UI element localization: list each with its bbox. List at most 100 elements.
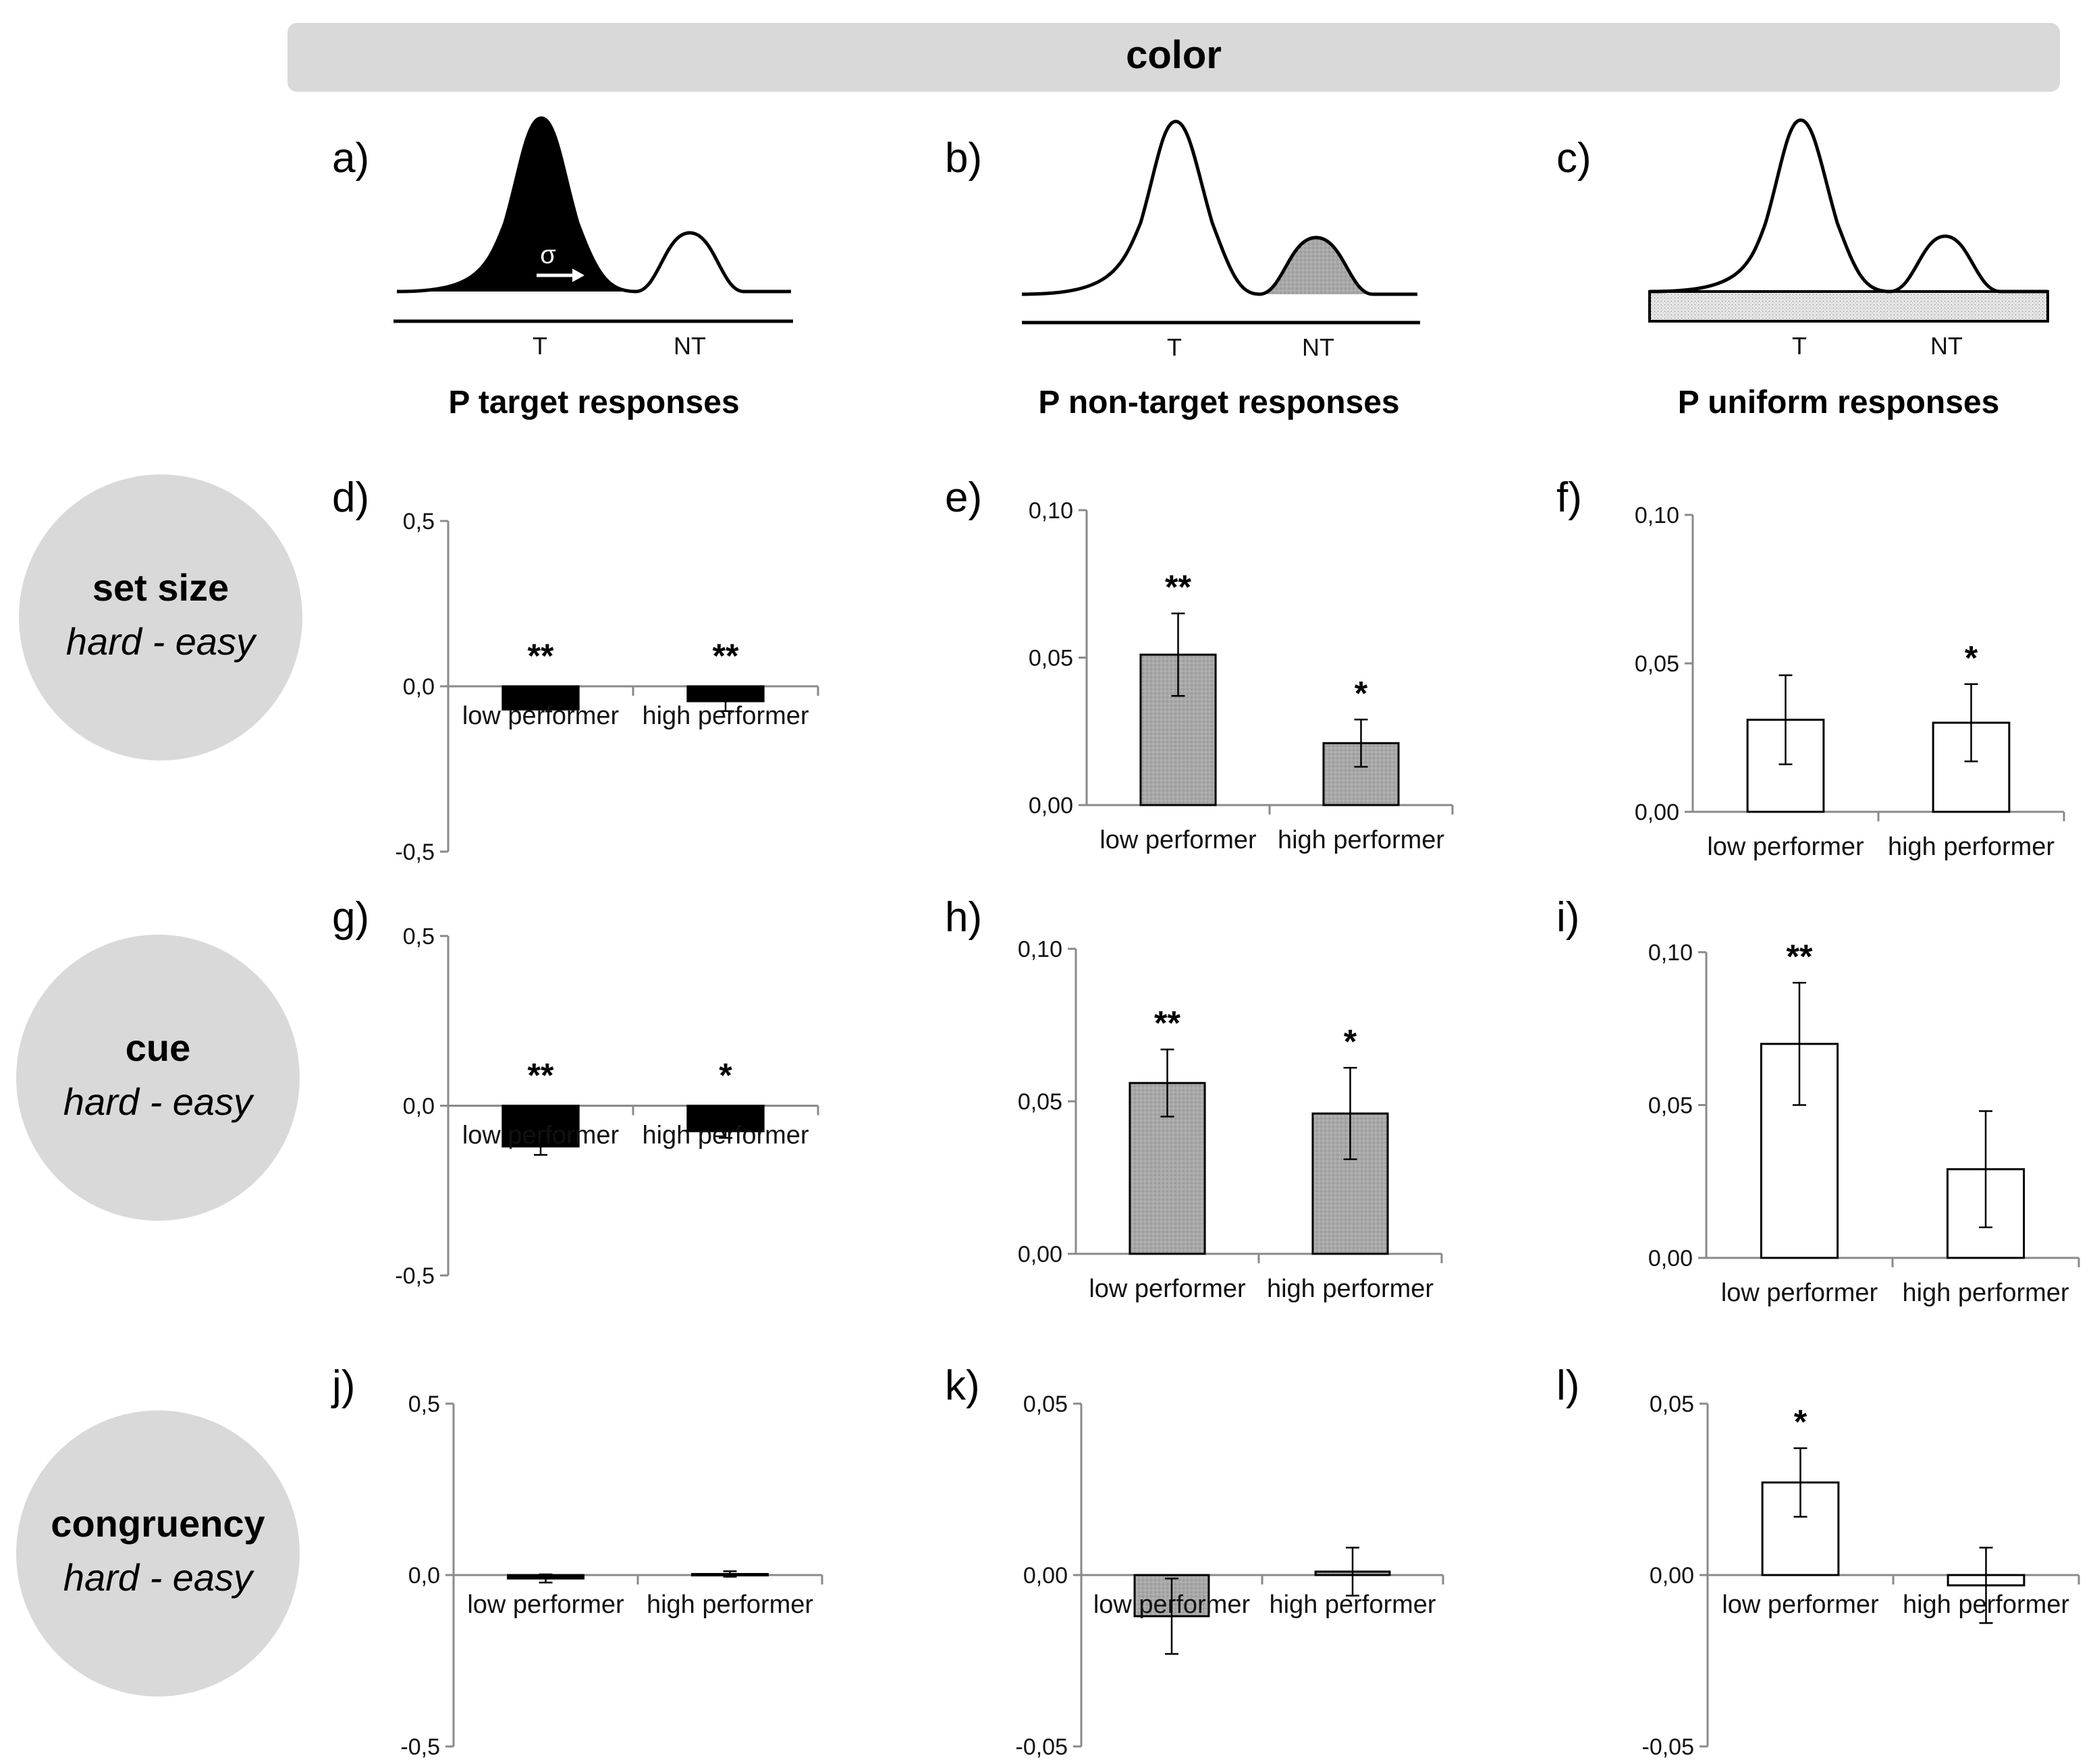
panel-letter: h) (945, 894, 982, 941)
y-tick-label: -0,5 (395, 839, 435, 865)
category-label: high performer (1269, 1591, 1436, 1619)
distribution-curve (1021, 119, 1417, 296)
distribution-caption: P target responses (448, 385, 739, 420)
bar-low-performer (501, 685, 580, 711)
chart-panel-k: k) 0,05 0,00 -0,05 low performer high perform… (945, 1362, 1444, 1760)
y-tick-label: 0,10 (1648, 940, 1693, 966)
category-label: low performer (1707, 833, 1864, 861)
chart-panel-e: e) 0,10 0,05 0,00 ** low performer * high perfo… (945, 474, 1454, 854)
category-label: high performer (642, 702, 809, 730)
y-tick-label: 0,05 (1650, 1391, 1694, 1417)
significance-marker: * (719, 1057, 732, 1095)
distribution-caption: P uniform responses (1678, 385, 2000, 420)
t-label: T (1167, 333, 1182, 361)
chart-panel-f: f) 0,10 0,05 0,00 low performer * high perform… (1556, 474, 2065, 861)
nt-label: NT (674, 332, 706, 360)
category-label: high performer (1903, 1591, 2069, 1619)
row-circle (16, 935, 300, 1221)
y-tick-label: 0,00 (1635, 800, 1679, 825)
category-label: high performer (642, 1122, 809, 1150)
row-label-main: congruency (51, 1502, 265, 1545)
y-tick-label: -0,05 (1016, 1734, 1068, 1760)
significance-marker: * (1344, 1022, 1357, 1060)
y-tick-label: 0,05 (1029, 646, 1073, 671)
row-circle (19, 474, 302, 761)
chart-panel-g: g) 0,5 0,0 -0,5 ** low performer * high perform… (332, 894, 819, 1289)
significance-marker: ** (1154, 1004, 1180, 1042)
category-label: high performer (1902, 1279, 2069, 1307)
header-bar: color (288, 23, 2060, 92)
category-label: high performer (1278, 826, 1444, 854)
distribution-panel-target: a) σ T NT P target responses (332, 116, 793, 420)
y-tick-label: 0,05 (1018, 1089, 1062, 1115)
distribution-panel-uniform: c) T NT P uniform responses (1556, 118, 2049, 420)
distribution-curve (1649, 118, 2048, 294)
significance-marker: ** (528, 1057, 554, 1095)
y-tick-label: 0,05 (1648, 1093, 1693, 1119)
sigma-label: σ (540, 241, 555, 269)
bar-charts: d)0,50,0-0,5**low performer**high perfor… (331, 474, 2080, 1760)
row-label-sub: hard - easy (63, 1556, 254, 1599)
y-tick-label: 0,00 (1029, 793, 1073, 819)
sigma-arrowhead-icon (572, 269, 585, 282)
y-tick-label: 0,0 (408, 1563, 440, 1589)
y-tick-label: 0,10 (1029, 498, 1073, 524)
y-tick-label: -0,5 (395, 1263, 435, 1289)
distribution-panel-nontarget: b) T NT P non-target responses (945, 119, 1420, 420)
panel-letter: k) (945, 1362, 980, 1409)
t-label: T (533, 332, 547, 360)
significance-marker: ** (713, 637, 739, 675)
chart-panel-l: l) 0,05 0,00 -0,05 * low performer high perfor… (1556, 1362, 2080, 1760)
distribution-caption: P non-target responses (1038, 385, 1399, 420)
panel-letter: d) (332, 474, 369, 521)
y-tick-label: 0,5 (403, 924, 435, 949)
row-label-main: cue (126, 1026, 191, 1069)
y-tick-label: 0,05 (1023, 1391, 1068, 1417)
category-label: low performer (1099, 826, 1257, 854)
y-tick-label: 0,00 (1018, 1242, 1062, 1267)
row-label-sub: hard - easy (66, 620, 257, 663)
uniform-area-fill (1648, 290, 2049, 323)
chart-panel-d: d) 0,5 0,0 -0,5 ** low performer ** high perfor… (332, 474, 819, 865)
category-label: high performer (1888, 833, 2055, 861)
y-tick-label: 0,0 (403, 1094, 435, 1120)
row-label-sub: hard - easy (63, 1080, 254, 1123)
y-tick-label: 0,05 (1635, 651, 1679, 677)
header-background (288, 23, 2060, 92)
panel-letter: i) (1556, 894, 1579, 941)
category-label: low performer (1089, 1275, 1246, 1303)
panel-letter: l) (1556, 1362, 1579, 1409)
distribution-curve (396, 116, 791, 294)
y-tick-label: -0,05 (1642, 1734, 1695, 1760)
chart-panel-i: i) 0,10 0,05 0,00 ** low performer high perfor… (1556, 894, 2080, 1307)
category-label: high performer (1267, 1275, 1434, 1303)
category-label: low performer (467, 1591, 624, 1619)
category-label: low performer (462, 702, 620, 730)
category-label: low performer (462, 1122, 620, 1150)
significance-marker: ** (1165, 568, 1191, 606)
y-tick-label: 0,5 (403, 509, 435, 534)
chart-panel-h: h) 0,10 0,05 0,00 ** low performer * high perfo… (945, 894, 1443, 1303)
row-label-congruency: congruency hard - easy (16, 1410, 300, 1697)
y-tick-label: -0,5 (400, 1734, 440, 1760)
header-title: color (1126, 33, 1222, 77)
target-area-fill (397, 118, 636, 292)
category-label: low performer (1721, 1279, 1878, 1307)
y-tick-label: 0,5 (408, 1391, 440, 1417)
panel-letter: j) (331, 1362, 355, 1409)
significance-marker: ** (528, 637, 554, 675)
panel-letter: b) (945, 135, 982, 182)
row-label-cue: cue hard - easy (16, 935, 300, 1221)
row-circle (16, 1410, 300, 1697)
y-tick-label: 0,00 (1648, 1246, 1693, 1271)
panel-letter: g) (332, 894, 369, 941)
y-tick-label: 0,0 (403, 674, 435, 700)
nt-label: NT (1930, 332, 1963, 360)
y-tick-label: 0,00 (1650, 1563, 1694, 1589)
y-tick-label: 0,10 (1018, 937, 1062, 962)
y-tick-label: 0,10 (1635, 503, 1679, 528)
significance-marker: * (1794, 1403, 1807, 1441)
panel-letter: a) (332, 135, 369, 182)
panel-letter: e) (945, 474, 982, 521)
